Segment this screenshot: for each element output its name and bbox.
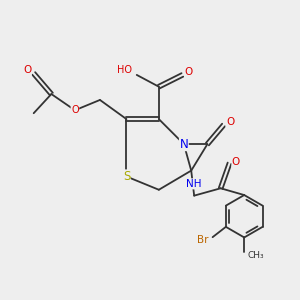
Text: O: O — [71, 105, 79, 115]
Text: O: O — [232, 157, 240, 167]
Text: O: O — [185, 67, 193, 77]
Text: HO: HO — [117, 64, 132, 75]
Text: Br: Br — [197, 235, 209, 245]
Text: S: S — [123, 170, 130, 183]
Text: CH₃: CH₃ — [247, 250, 264, 260]
Text: O: O — [226, 117, 234, 127]
Text: NH: NH — [186, 179, 202, 189]
Text: O: O — [23, 65, 31, 76]
Text: N: N — [179, 138, 188, 151]
